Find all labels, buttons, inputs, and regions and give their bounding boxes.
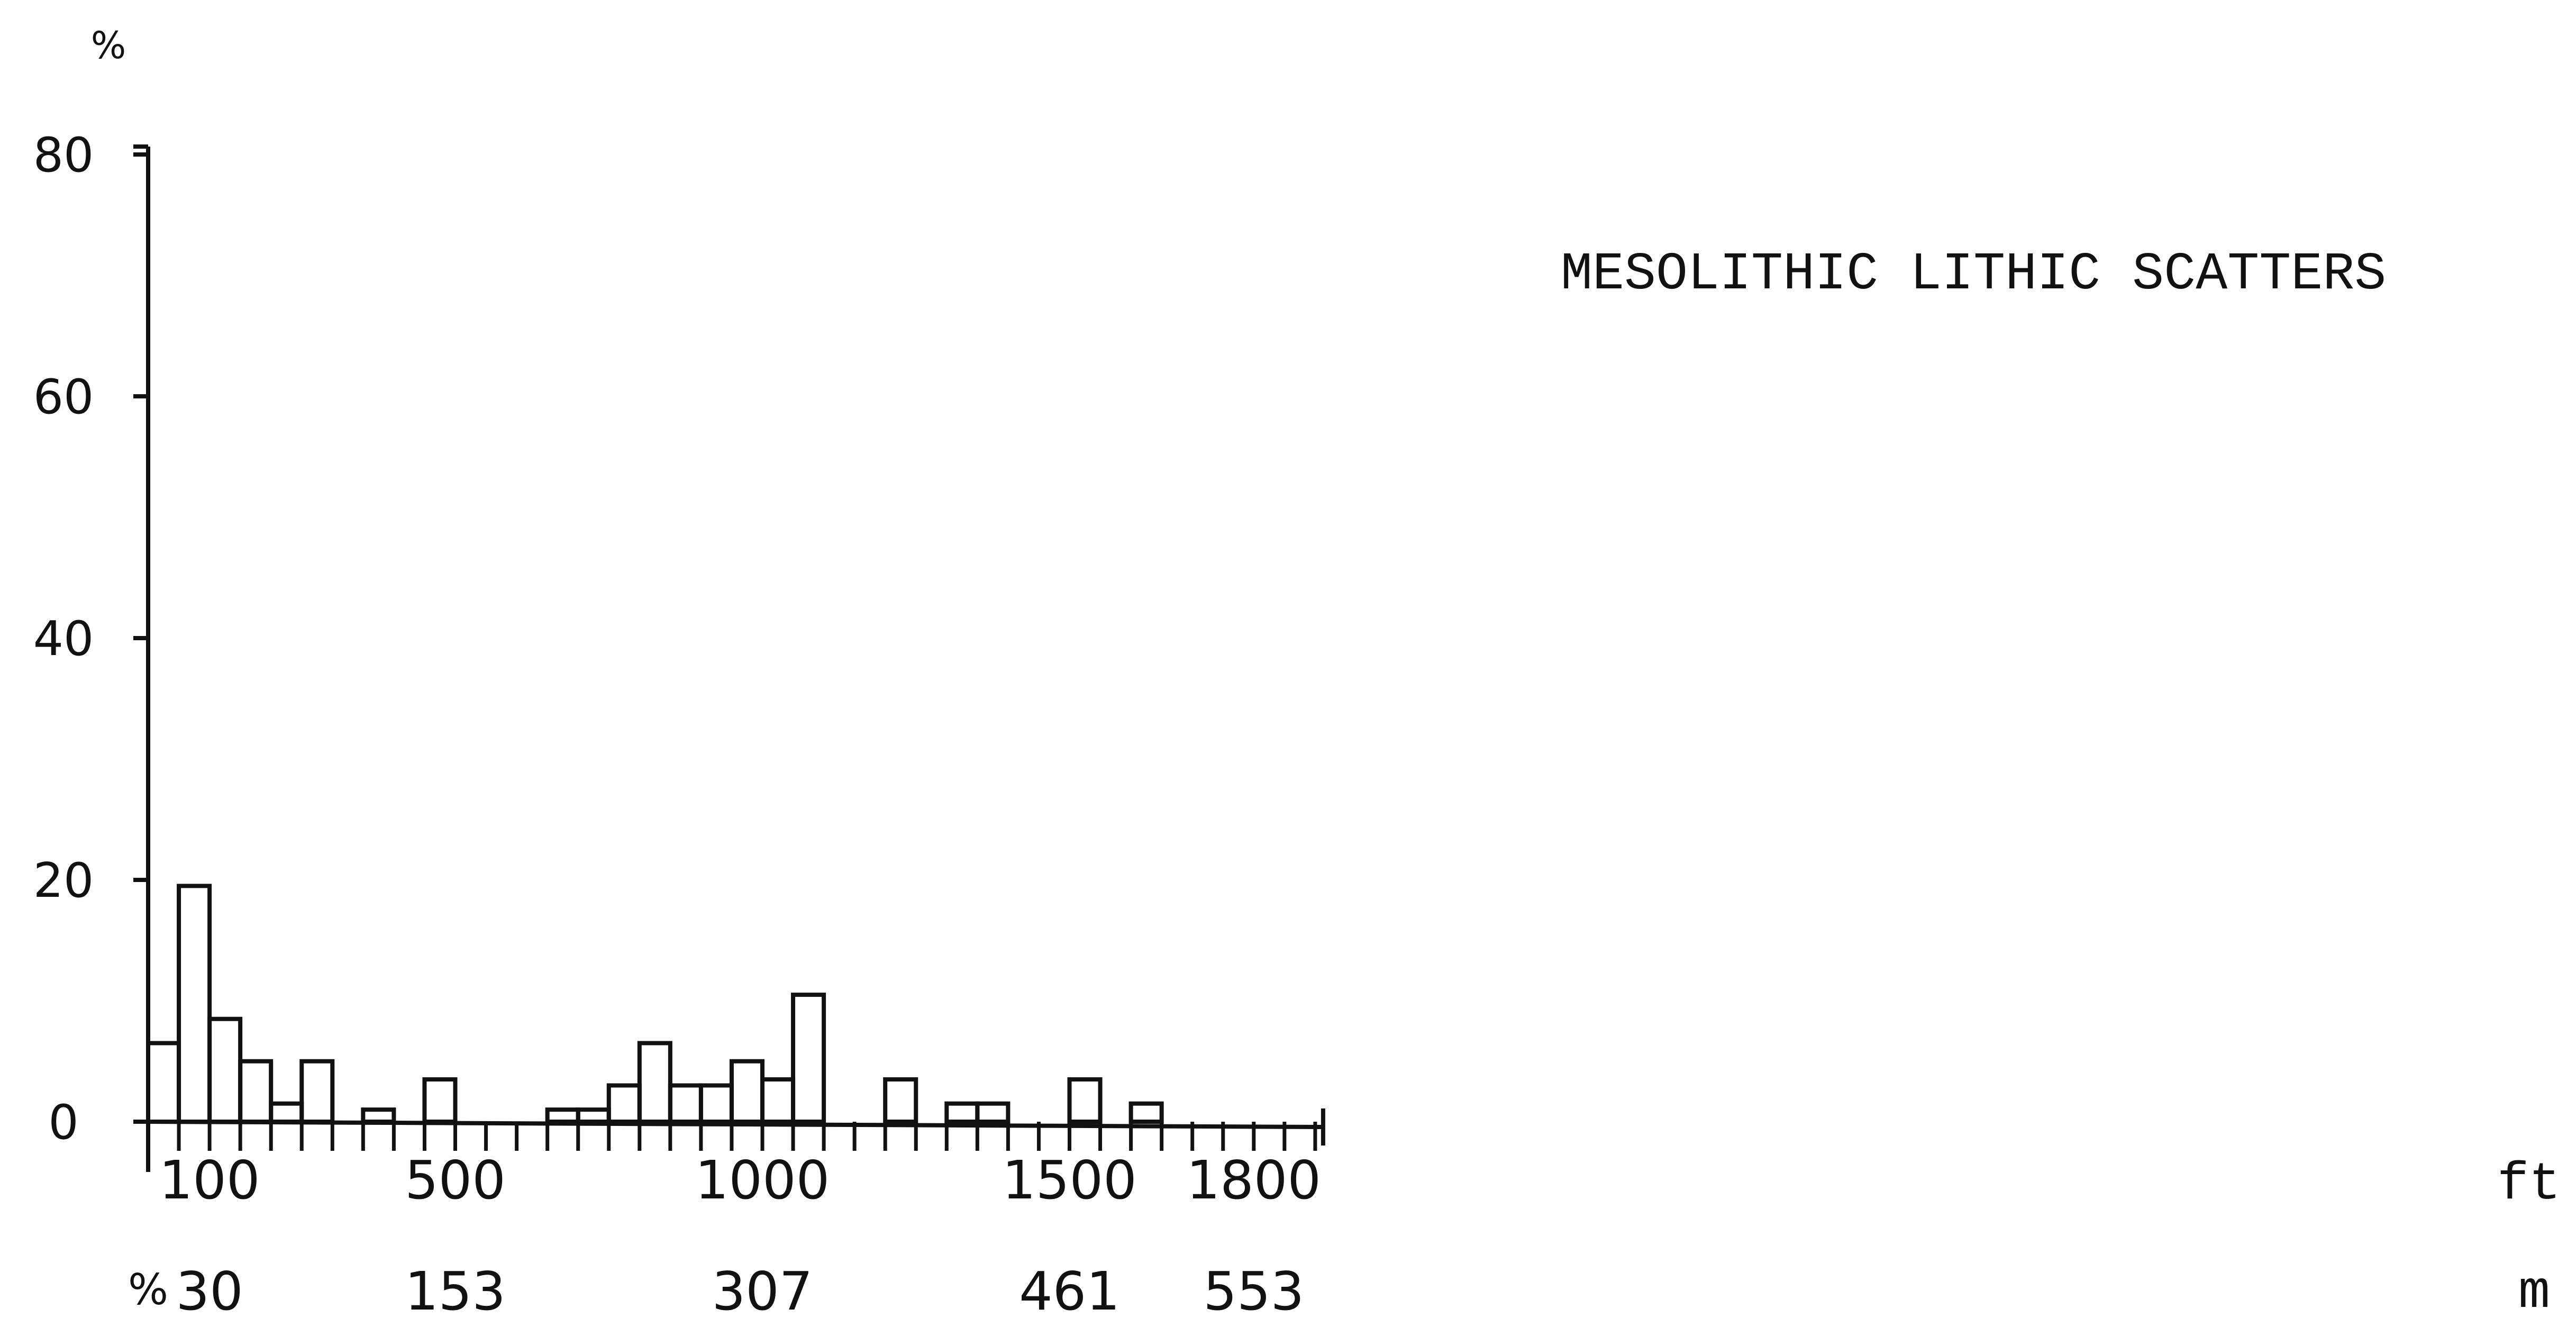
- y-tick-label: 80: [33, 128, 94, 183]
- x-tick-label-ft: 1800: [1187, 1149, 1322, 1211]
- x-axis-line: [148, 1120, 1323, 1129]
- chart-title: MESOLITHIC LITHIC SCATTERS: [1561, 245, 2386, 305]
- y-axis-label: %: [91, 24, 126, 67]
- histogram-bar: [422, 1077, 458, 1124]
- histogram-bar: [791, 993, 826, 1124]
- histogram-bar: [177, 884, 212, 1124]
- axes: [133, 144, 1325, 1172]
- x-axis-unit-m: m: [2518, 1264, 2550, 1318]
- y-tick-label: 20: [33, 853, 94, 908]
- histogram-bar: [637, 1041, 672, 1124]
- axis-labels: % MESOLITHIC LITHIC SCATTERS ft m % 0 20 4…: [33, 24, 2561, 1318]
- secondary-axis-symbol: %: [128, 1265, 168, 1314]
- x-tick-label-ft: 1500: [1002, 1149, 1137, 1211]
- histogram-bar: [606, 1083, 642, 1124]
- x-tick-label-m: 30: [176, 1260, 243, 1318]
- histogram-bar: [668, 1083, 703, 1124]
- x-tick-label-m: 461: [1019, 1260, 1120, 1318]
- histogram-bar: [361, 1107, 396, 1124]
- histogram-bar: [729, 1059, 764, 1124]
- x-tick-label-m: 153: [405, 1260, 506, 1318]
- histogram-bar: [146, 1041, 181, 1124]
- histogram-bar: [238, 1059, 274, 1124]
- y-tick-label: 40: [33, 611, 94, 667]
- y-tick-label: 0: [48, 1095, 78, 1150]
- bars: [146, 884, 1164, 1124]
- histogram-bar: [299, 1059, 335, 1124]
- histogram-bar: [207, 1016, 243, 1124]
- histogram-bar: [545, 1107, 580, 1124]
- histogram-bar: [269, 1101, 304, 1124]
- x-tick-label-ft: 500: [405, 1149, 506, 1211]
- x-tick-label-m: 307: [712, 1260, 813, 1318]
- x-axis-unit-ft: ft: [2497, 1155, 2561, 1215]
- histogram-bar: [760, 1077, 796, 1124]
- histogram-bar: [1067, 1077, 1103, 1124]
- histogram-bar: [698, 1083, 734, 1124]
- x-tick-label-ft: 1000: [695, 1149, 830, 1211]
- y-tick-label: 60: [33, 369, 94, 425]
- histogram-bar: [1128, 1101, 1164, 1124]
- histogram-bar: [576, 1107, 611, 1124]
- histogram-bar: [944, 1101, 980, 1124]
- x-tick-label-ft: 100: [159, 1149, 260, 1211]
- histogram-bar: [975, 1101, 1011, 1124]
- histogram-bar: [883, 1077, 918, 1124]
- x-tick-label-m: 553: [1203, 1260, 1304, 1318]
